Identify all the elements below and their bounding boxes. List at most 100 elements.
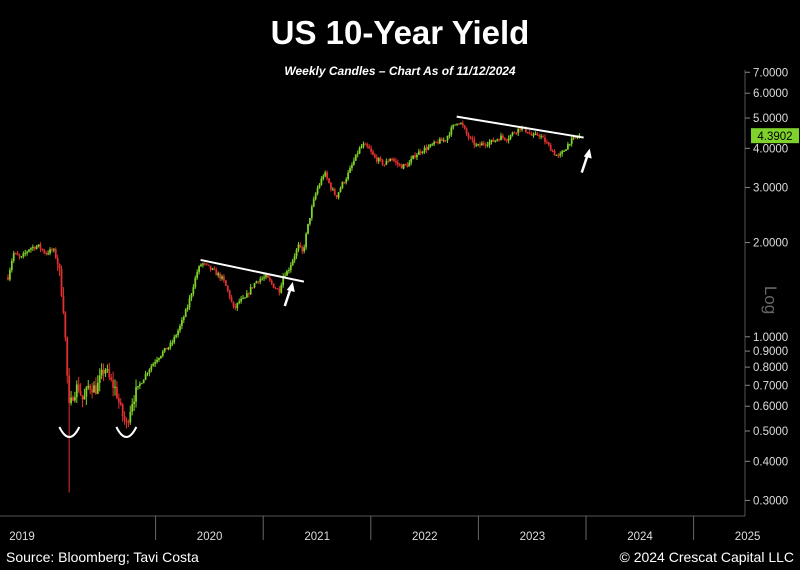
candle-body (368, 146, 371, 149)
candle-body (574, 137, 577, 139)
candle-body (228, 290, 231, 298)
candle-body (274, 287, 277, 289)
y-tick-label: 0.4000 (753, 456, 788, 468)
candle-body (194, 277, 197, 288)
candle-body (114, 386, 116, 388)
source-note: Source: Bloomberg; Tavi Costa (6, 549, 199, 565)
candle-body (295, 249, 298, 257)
arrow-head (286, 282, 295, 293)
candle-body (242, 297, 244, 299)
arrow-head (583, 148, 592, 159)
candle-body (375, 157, 378, 162)
candle-body (60, 269, 63, 296)
candle-body (73, 397, 76, 401)
candle-body (102, 369, 105, 374)
candle-body (33, 247, 36, 249)
candle-body (219, 273, 222, 279)
candle-body (22, 253, 25, 257)
candle-body (223, 276, 225, 281)
candle-body (307, 223, 309, 234)
candle-body (557, 154, 560, 156)
candle-body (190, 293, 193, 299)
candle-body (75, 384, 78, 398)
last-value-label: 4.3902 (757, 131, 792, 143)
candle-body (270, 280, 273, 284)
candle-body (165, 348, 168, 350)
candle-body (513, 132, 516, 134)
candle-body (268, 277, 271, 281)
candle-body (477, 144, 479, 146)
candle-body (547, 142, 550, 145)
candle-body (551, 150, 554, 152)
candle-body (198, 266, 200, 273)
y-tick-label: 1.0000 (753, 332, 788, 344)
candle-body (96, 382, 99, 394)
candle-body (414, 155, 416, 158)
candle-body (30, 248, 32, 250)
candle-body (18, 255, 21, 257)
x-tick-label: 2023 (520, 531, 546, 543)
annotations-layer (58, 115, 592, 438)
candle-body (83, 396, 86, 400)
candle-body (448, 134, 451, 136)
candle-body (492, 139, 495, 142)
candle-body (393, 159, 395, 161)
candle-body (209, 265, 212, 270)
candle-body (205, 263, 208, 265)
candle-body (182, 317, 185, 320)
y-tick-label: 4.0000 (753, 143, 788, 155)
candle-body (379, 158, 382, 160)
candle-body (288, 270, 290, 272)
candle-body (12, 253, 15, 261)
candle-body (261, 278, 264, 280)
candle-body (570, 138, 573, 144)
candle-body (137, 385, 139, 388)
candle-body (43, 249, 46, 253)
candle-body (494, 140, 497, 142)
candle-body (391, 158, 393, 160)
candle-body (330, 182, 332, 190)
candle-body (446, 135, 449, 141)
candle-body (221, 276, 223, 279)
candle-body (150, 366, 153, 370)
y-tick-label: 2.0000 (753, 238, 788, 250)
candle-body (179, 325, 181, 331)
candle-body (93, 385, 95, 393)
candle-body (450, 127, 453, 135)
candle-body (215, 269, 218, 276)
candle-body (186, 307, 189, 310)
candle-body (259, 279, 262, 282)
candle-body (463, 125, 466, 129)
candle-body (112, 380, 114, 388)
candle-body (7, 277, 9, 280)
candle-body (87, 385, 90, 388)
candle-body (207, 264, 210, 266)
candle-body (356, 153, 359, 155)
candle-body (255, 281, 258, 284)
x-tick-label: 2024 (627, 531, 653, 543)
candle-body (454, 124, 457, 126)
bottom-marker (58, 426, 81, 438)
candle-body (52, 249, 55, 251)
candle-body (289, 265, 292, 271)
candle-body (406, 164, 409, 167)
candle-body (536, 133, 539, 136)
candle-body (347, 172, 350, 180)
candle-body (245, 293, 248, 298)
candle-body (437, 142, 439, 144)
candle-body (211, 268, 214, 270)
candle-body (544, 137, 546, 143)
candle-body (576, 137, 579, 139)
candle-body (251, 287, 254, 289)
candle-body (47, 253, 50, 255)
candle-body (404, 164, 407, 166)
candle-body (423, 147, 426, 152)
candle-body (360, 146, 363, 149)
candle-body (396, 162, 399, 165)
candle-body (538, 135, 541, 137)
candle-body (152, 363, 155, 367)
candle-body (381, 159, 384, 165)
candle-body (412, 155, 415, 159)
candle-body (314, 193, 317, 200)
